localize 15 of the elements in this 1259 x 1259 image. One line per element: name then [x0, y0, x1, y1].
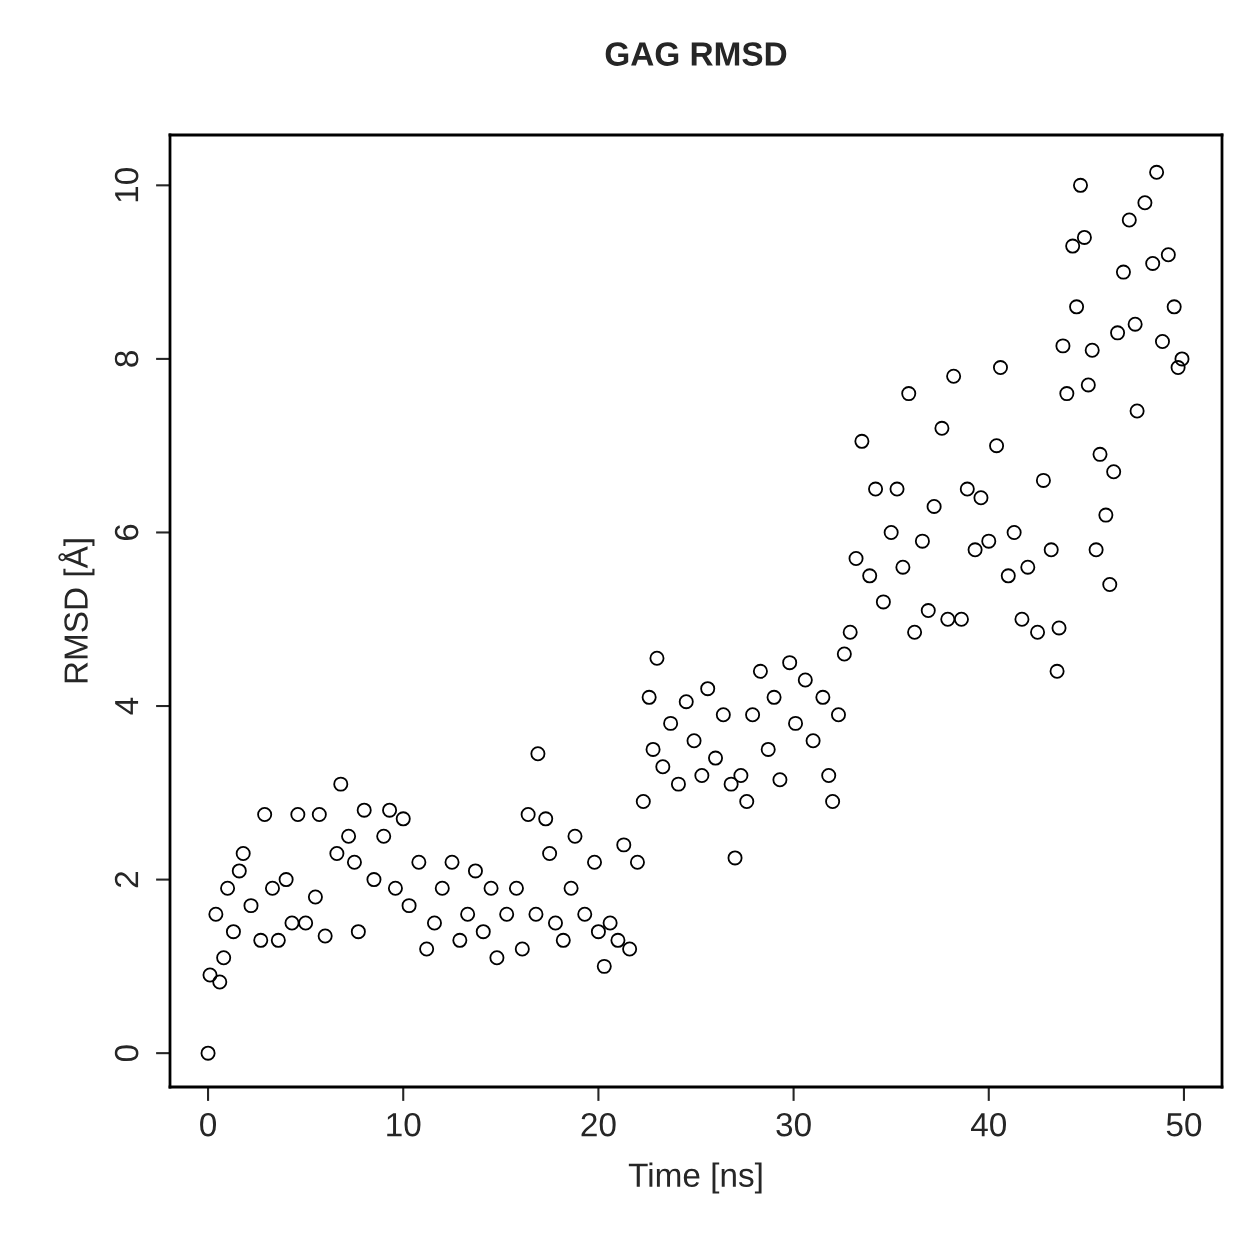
y-tick-label: 4: [115, 697, 139, 715]
y-tick-label: 6: [114, 524, 139, 541]
x-axis-title: Time [ns]: [628, 1162, 762, 1194]
y-axis-title: RMSD [Å]: [58, 539, 95, 683]
y-tick-label: 8: [114, 351, 139, 367]
x-tick-label: 0: [200, 1112, 217, 1137]
x-tick-label: 10: [387, 1112, 421, 1137]
y-tick-label: 10: [114, 168, 139, 202]
x-tick-label: 30: [776, 1112, 811, 1137]
chart-title: GAG RMSD: [605, 42, 787, 66]
x-tick-label: 40: [970, 1112, 1006, 1137]
y-tick-label: 2: [114, 871, 139, 888]
x-tick-label: 20: [581, 1112, 616, 1137]
y-tick-label: 0: [114, 1045, 139, 1062]
x-tick-label: 50: [1166, 1112, 1202, 1137]
